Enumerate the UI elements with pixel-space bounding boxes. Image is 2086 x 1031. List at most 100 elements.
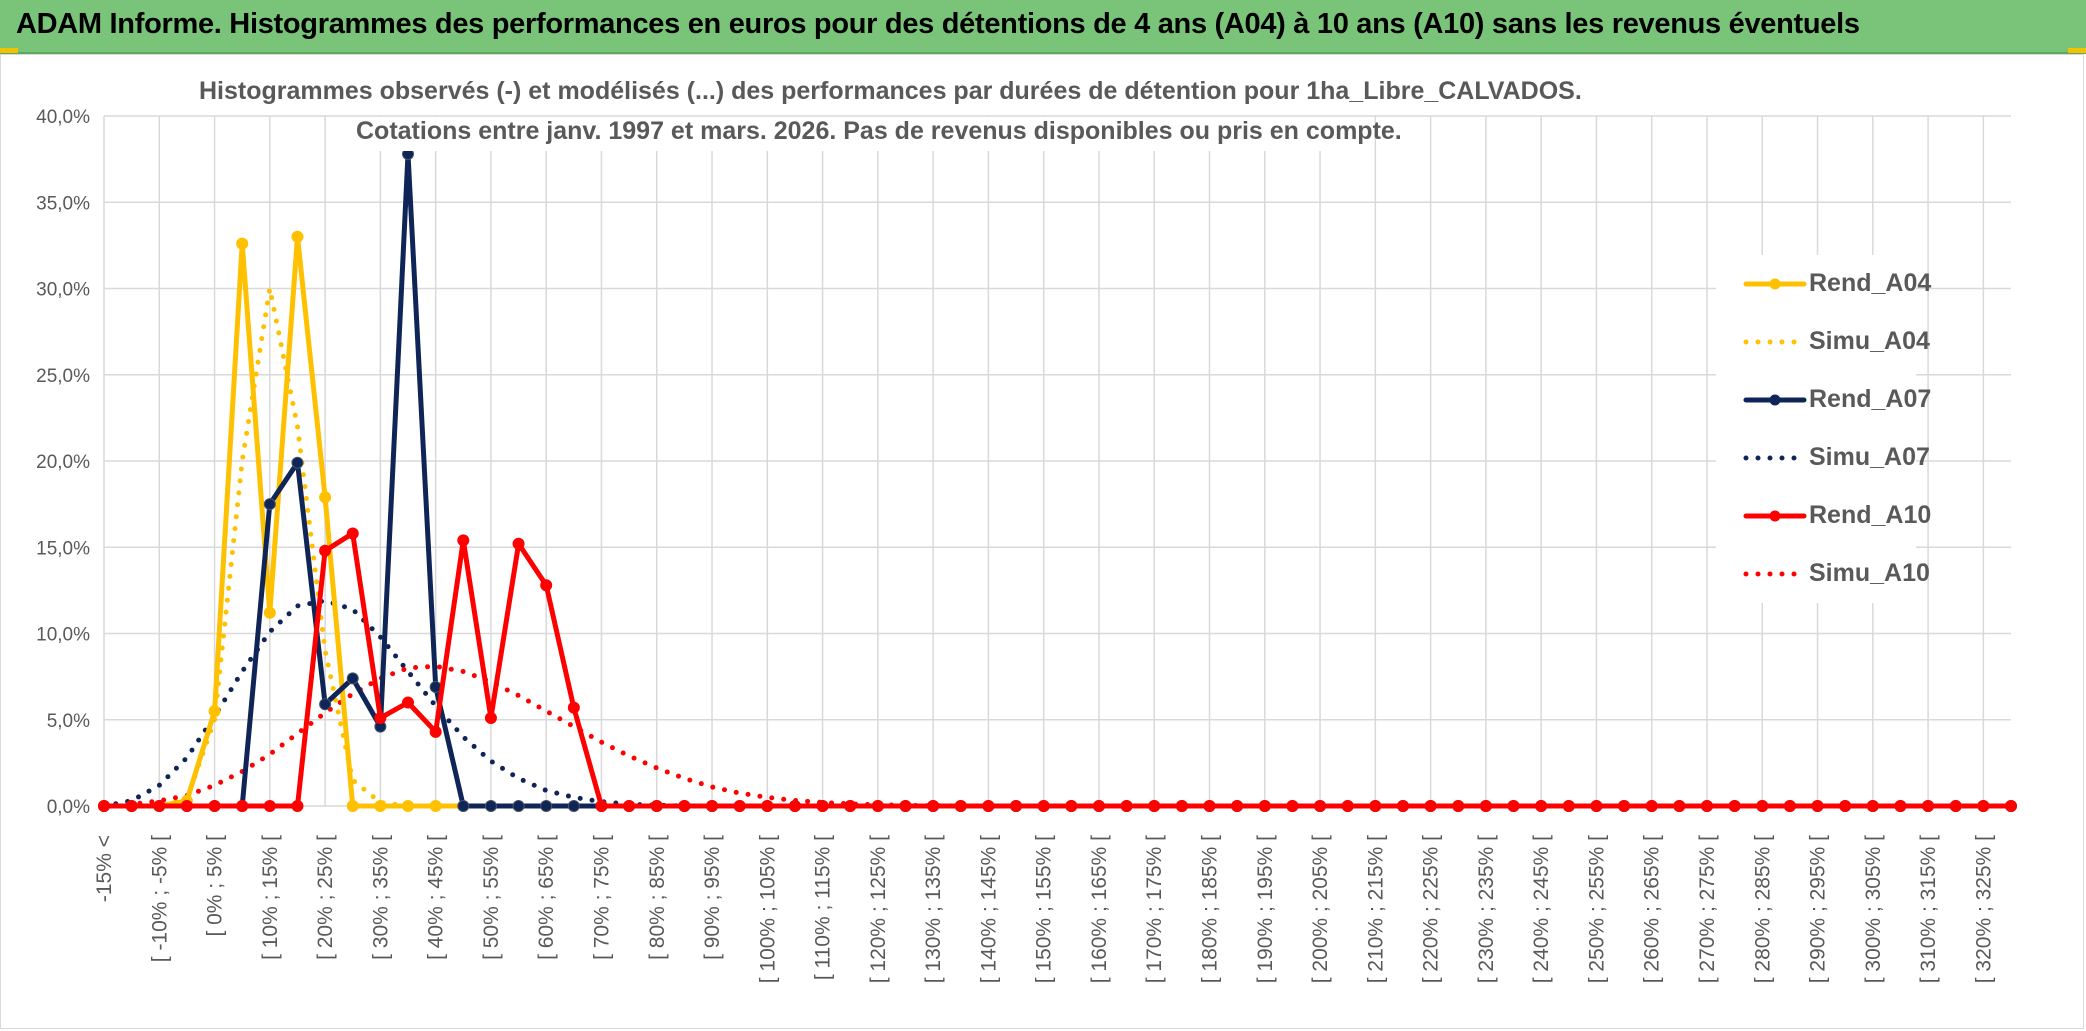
data-point-rend-a10 (1258, 800, 1271, 812)
legend-label: Simu_A10 (1809, 559, 1930, 587)
legend-swatch-marker (1769, 394, 1781, 406)
data-point-rend-a10 (816, 800, 829, 812)
data-point-rend-a10 (1148, 800, 1161, 812)
data-point-rend-a10 (1866, 800, 1879, 812)
x-tick-label: [ 180% ; 185% [ (1199, 835, 1222, 983)
data-point-rend-a10 (1065, 800, 1078, 812)
x-tick-label: [ 20% ; 25% [ (314, 835, 337, 960)
data-point-rend-a07 (319, 698, 332, 711)
data-point-rend-a10 (733, 800, 746, 812)
data-point-rend-a04 (402, 800, 415, 812)
legend-label: Simu_A04 (1809, 327, 1930, 355)
data-point-rend-a04 (291, 230, 304, 243)
data-point-rend-a07 (484, 800, 497, 812)
data-point-rend-a10 (1811, 800, 1824, 812)
data-point-rend-a10 (1535, 800, 1548, 812)
banner-corner-right (2068, 48, 2086, 53)
data-point-rend-a10 (1452, 800, 1465, 812)
legend-item-simu-a04: Simu_A04 (1716, 313, 1930, 371)
data-point-rend-a10 (263, 800, 276, 812)
x-tick-label: [ 130% ; 135% [ (922, 835, 945, 983)
x-tick-label: [ 0% ; 5% [ (204, 835, 227, 937)
x-tick-label: [ -10% ; -5% [ (148, 835, 171, 962)
data-point-rend-a10 (1203, 800, 1216, 812)
data-point-rend-a10 (899, 800, 912, 812)
legend-label: Rend_A10 (1809, 501, 1932, 529)
data-point-rend-a10 (1175, 800, 1188, 812)
data-point-rend-a10 (1922, 800, 1935, 812)
data-point-rend-a10 (1700, 800, 1713, 812)
data-point-rend-a10 (954, 800, 967, 812)
data-point-rend-a10 (678, 800, 691, 812)
data-point-rend-a10 (1507, 800, 1520, 812)
data-point-rend-a10 (1037, 800, 1050, 812)
data-point-rend-a10 (650, 800, 663, 812)
legend-item-rend-a10: Rend_A10 (1716, 487, 1931, 545)
data-point-rend-a04 (319, 491, 332, 504)
chart-title-line-1: Histogrammes observés (-) et modélisés (… (199, 77, 1582, 111)
x-tick-label: [ 70% ; 75% [ (590, 835, 613, 960)
data-point-rend-a10 (1977, 800, 1990, 812)
data-point-rend-a10 (1618, 800, 1631, 812)
series-line-rend-a10 (101, 530, 2014, 809)
data-point-rend-a07 (291, 456, 304, 469)
x-tick-label: [ 280% ; 285% [ (1751, 835, 1774, 983)
x-tick-label: [ 140% ; 145% [ (977, 835, 1000, 983)
y-tick-label: 15,0% (36, 538, 90, 559)
data-point-rend-a10 (1341, 800, 1354, 812)
data-point-rend-a10 (871, 800, 884, 812)
banner-corner-left (0, 48, 18, 53)
legend-label: Simu_A07 (1809, 443, 1930, 471)
legend-item-rend-a04: Rend_A04 (1716, 255, 1931, 313)
data-point-rend-a10 (927, 800, 940, 812)
data-point-rend-a10 (540, 579, 553, 592)
data-point-rend-a10 (429, 725, 442, 738)
y-tick-label: 20,0% (36, 452, 90, 473)
series-line-simu-a07 (101, 598, 2014, 809)
x-tick-label: [ 220% ; 225% [ (1420, 835, 1443, 983)
data-point-rend-a10 (1783, 800, 1796, 812)
chart-legend: Rend_A04 Simu_A04 Rend_A07 Simu_A07 Rend_A10… (1716, 255, 1931, 603)
x-tick-label: [ 120% ; 125% [ (867, 835, 890, 983)
x-tick-label: [ 200% ; 205% [ (1309, 835, 1332, 983)
data-point-rend-a04 (263, 606, 276, 619)
data-point-rend-a07 (567, 800, 580, 812)
data-point-rend-a10 (1231, 800, 1244, 812)
x-tick-label: [ 100% ; 105% [ (756, 835, 779, 983)
data-point-rend-a10 (1314, 800, 1327, 812)
legend-label: Rend_A04 (1809, 269, 1932, 297)
y-tick-label: 35,0% (36, 193, 90, 214)
legend-swatch (1743, 455, 1807, 461)
data-point-rend-a10 (1369, 800, 1382, 812)
data-point-rend-a10 (1092, 800, 1105, 812)
legend-item-rend-a07: Rend_A07 (1716, 371, 1931, 429)
data-point-rend-a10 (1120, 800, 1133, 812)
data-point-rend-a04 (346, 800, 359, 812)
data-point-rend-a10 (98, 800, 110, 812)
legend-item-simu-a10: Simu_A10 (1716, 545, 1930, 603)
x-tick-label: [ 320% ; 325% [ (1972, 835, 1995, 983)
legend-swatch (1743, 510, 1807, 522)
x-tick-label: [ 10% ; 15% [ (259, 835, 282, 960)
x-tick-label: [ 300% ; 305% [ (1862, 835, 1885, 983)
legend-swatch (1743, 339, 1807, 345)
x-tick-label: [ 150% ; 155% [ (1033, 835, 1056, 983)
chart-title-text-1: Histogrammes observés (-) et modélisés (… (199, 77, 1582, 105)
x-tick-label: [ 50% ; 55% [ (480, 835, 503, 960)
data-point-rend-a10 (1839, 800, 1852, 812)
data-point-rend-a10 (153, 800, 166, 812)
x-tick-label: [ 270% ; 275% [ (1696, 835, 1719, 983)
data-point-rend-a10 (788, 800, 801, 812)
x-tick-label: [ 230% ; 235% [ (1475, 835, 1498, 983)
data-point-rend-a10 (982, 800, 995, 812)
data-point-rend-a07 (512, 800, 525, 812)
data-point-rend-a10 (125, 800, 138, 812)
y-tick-label: 25,0% (36, 366, 90, 387)
data-point-rend-a10 (1424, 800, 1437, 812)
legend-swatch (1743, 571, 1807, 577)
data-point-rend-a04 (429, 800, 442, 812)
legend-label: Rend_A07 (1809, 385, 1932, 413)
chart-title-line-2: Cotations entre janv. 1997 et mars. 2026… (356, 117, 1402, 151)
performance-histogram-chart: 0,0% 5,0% 10,0% 15,0% 20,0% 25,0% 30,0% 35,0% 40… (36, 107, 2017, 983)
x-tick-label: [ 170% ; 175% [ (1143, 835, 1166, 983)
